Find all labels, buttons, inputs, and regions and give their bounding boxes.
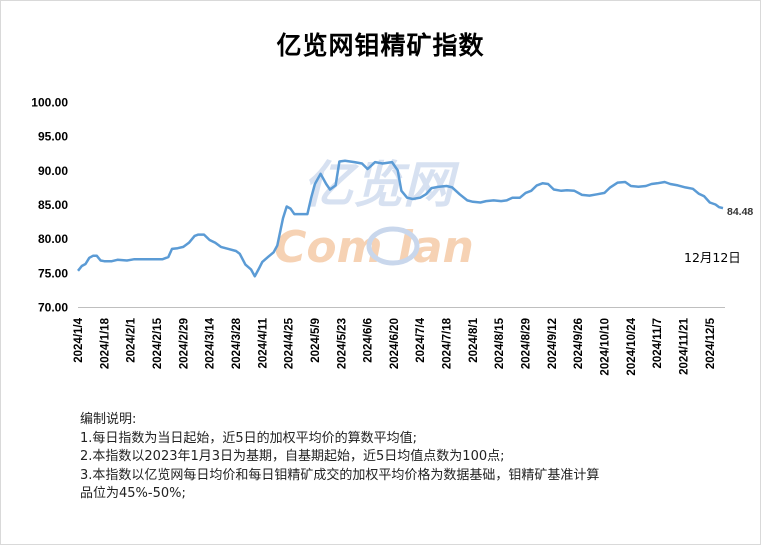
last-value-label: 84.48 — [727, 206, 753, 218]
date-label: 12月12日 — [684, 250, 741, 265]
watermark-line-2: Com lan — [274, 222, 474, 273]
x-tick-label: 2024/8/15 — [494, 317, 506, 369]
y-tick-label: 90.00 — [38, 164, 68, 178]
x-tick-label: 2024/1/18 — [99, 317, 111, 369]
chart-title: 亿览网钼精矿指数 — [276, 31, 485, 60]
x-tick-label: 2024/11/7 — [652, 318, 664, 369]
x-tick-label: 2024/6/6 — [363, 318, 375, 363]
watermark-globe-icon — [366, 226, 420, 266]
x-tick-label: 2024/12/5 — [705, 317, 717, 369]
series-line — [77, 159, 724, 278]
notes-item-1: 1.每日指数为当日起始，近5日的加权平均价的算数平均值; — [80, 430, 418, 446]
x-axis: 2024/1/4 2024/1/18 2024/2/1 2024/2/15 2024/2… — [73, 307, 725, 376]
y-tick-label: 70.00 — [38, 301, 68, 315]
series-layer — [77, 159, 724, 278]
x-tick-label: 2024/5/9 — [310, 318, 322, 363]
y-tick-label: 85.00 — [38, 198, 68, 212]
x-tick-label: 2024/3/14 — [205, 317, 217, 369]
x-tick-label: 2024/8/29 — [521, 318, 533, 369]
notes-item-3: 3.本指数以亿览网每日均价和每日钼精矿成交的加权平均价格为数据基础，钼精矿基准计… — [80, 467, 600, 483]
x-tick-label: 2024/7/18 — [442, 317, 454, 369]
y-axis: 100.00 95.00 90.00 85.00 80.00 75.00 70.00 — [31, 96, 68, 315]
notes-block: 编制说明: 1.每日指数为当日起始，近5日的加权平均价的算数平均值; 2.本指数… — [80, 411, 700, 504]
y-tick-label: 80.00 — [38, 232, 68, 246]
x-tick-label: 2024/10/10 — [600, 318, 612, 376]
x-tick-label: 2024/5/23 — [336, 318, 348, 369]
x-tick-label: 2024/7/4 — [415, 317, 427, 362]
y-tick-label: 100.00 — [31, 96, 68, 110]
y-tick-label: 75.00 — [38, 266, 68, 280]
x-tick-label: 2024/4/25 — [284, 317, 296, 369]
notes-item-2: 2.本指数以2023年1月3日为基期，自基期起始，近5日均值点数为100点; — [80, 449, 505, 464]
x-tick-label: 2024/2/1 — [126, 317, 138, 362]
watermark-line-1: 亿览网 — [303, 156, 460, 214]
annotation-layer: 84.48 12月12日 — [684, 206, 753, 265]
x-tick-label: 2024/2/29 — [178, 318, 190, 369]
x-tick-label: 2024/3/28 — [231, 317, 243, 369]
notes-heading: 编制说明: — [80, 412, 137, 427]
notes-item-4: 品位为45%-50%; — [80, 486, 186, 501]
x-tick-label: 2024/4/11 — [257, 317, 269, 368]
x-tick-label: 2024/1/4 — [73, 317, 85, 362]
x-tick-label: 2024/9/12 — [547, 318, 559, 369]
x-tick-label: 2024/11/21 — [679, 317, 691, 375]
x-tick-label: 2024/10/24 — [626, 317, 638, 375]
x-tick-label: 2024/9/26 — [573, 318, 585, 369]
watermark-logo: 亿览网 Com lan — [274, 156, 474, 273]
x-tick-label: 2024/8/1 — [468, 317, 480, 362]
x-tick-label: 2024/2/15 — [152, 317, 164, 369]
x-tick-label: 2024/6/20 — [389, 318, 401, 369]
y-tick-label: 95.00 — [38, 130, 68, 144]
